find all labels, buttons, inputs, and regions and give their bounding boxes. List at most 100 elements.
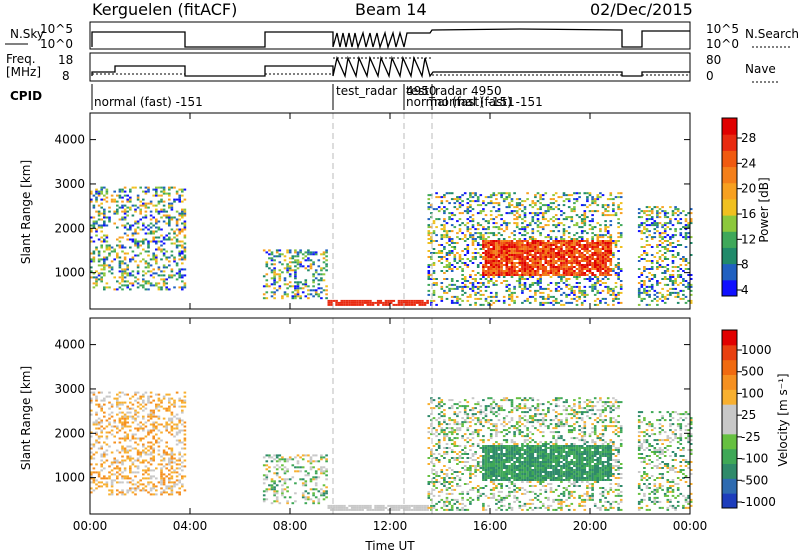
power-cell	[547, 246, 550, 248]
velocity-cell	[307, 474, 310, 477]
velocity-cell	[134, 393, 137, 396]
power-cell	[479, 238, 483, 240]
velocity-cell	[157, 409, 161, 412]
velocity-cell	[314, 488, 318, 491]
power-cell	[580, 240, 584, 242]
velocity-cell	[129, 411, 132, 414]
power-cell	[427, 283, 431, 286]
velocity-cell	[110, 491, 114, 494]
velocity-cell	[456, 483, 459, 485]
power-colorbar-swatch	[722, 134, 737, 151]
velocity-cell	[427, 492, 431, 495]
power-cell	[513, 244, 516, 246]
power-cell	[596, 198, 600, 201]
velocity-cell	[136, 437, 140, 440]
power-cell	[121, 244, 124, 247]
velocity-cell	[443, 437, 446, 440]
velocity-cell	[123, 417, 127, 420]
power-cell	[591, 272, 594, 274]
velocity-cell	[103, 441, 106, 444]
power-cell	[376, 303, 380, 306]
velocity-cell	[283, 488, 287, 491]
power-cell	[606, 214, 610, 217]
velocity-cell	[162, 459, 166, 462]
power-cell	[432, 291, 436, 294]
power-cell	[413, 303, 416, 306]
power-cell	[593, 226, 597, 229]
velocity-cell	[366, 508, 370, 511]
power-cell	[113, 288, 116, 291]
velocity-cell	[113, 457, 116, 460]
power-cell	[676, 220, 680, 223]
velocity-cell	[374, 506, 377, 509]
velocity-cell	[309, 460, 313, 463]
power-cell	[178, 276, 181, 279]
power-cell	[539, 301, 542, 304]
velocity-cell	[123, 423, 127, 426]
velocity-cell	[170, 475, 174, 478]
power-cell	[567, 216, 571, 219]
power-cell	[458, 260, 462, 262]
power-cell	[453, 242, 457, 244]
power-cell	[469, 192, 472, 195]
power-cell	[515, 242, 519, 244]
velocity-cell	[445, 498, 449, 501]
power-cell	[666, 293, 670, 296]
power-cell	[440, 297, 444, 300]
power-cell	[275, 273, 279, 276]
power-cell	[528, 250, 532, 252]
power-cell	[552, 220, 555, 223]
power-cell	[278, 275, 282, 278]
power-cell	[495, 274, 498, 276]
power-cell	[573, 291, 576, 294]
power-cell	[583, 258, 587, 260]
power-cell	[676, 222, 680, 225]
velocity-cell	[469, 475, 472, 477]
power-cell	[599, 291, 602, 294]
power-cell	[609, 262, 613, 264]
power-cell	[458, 303, 462, 306]
power-cell	[461, 258, 464, 260]
power-cell	[565, 268, 568, 270]
power-cell	[591, 266, 594, 268]
power-cell	[526, 274, 529, 276]
power-cell	[270, 295, 274, 298]
power-cell	[591, 268, 594, 270]
power-cell	[669, 218, 672, 221]
velocity-cell	[437, 481, 441, 483]
power-cell	[466, 198, 470, 201]
velocity-cell	[262, 478, 266, 481]
velocity-cell	[463, 465, 467, 467]
power-cell	[181, 288, 184, 291]
power-cell	[105, 258, 109, 261]
power-cell	[175, 246, 179, 249]
power-cell	[286, 263, 289, 266]
power-cell	[482, 200, 485, 203]
velocity-cell	[476, 465, 480, 467]
power-cell	[531, 218, 535, 221]
velocity-cell	[142, 417, 145, 420]
power-cell	[523, 238, 527, 240]
power-cell	[596, 266, 600, 268]
power-cell	[513, 214, 516, 217]
velocity-cell	[168, 481, 171, 484]
power-cell	[90, 190, 93, 193]
velocity-cell	[134, 413, 137, 416]
power-cell	[689, 299, 693, 302]
power-cell	[609, 214, 613, 217]
power-cell	[586, 258, 589, 260]
nsky-tick-bottom: 10^0	[40, 37, 73, 51]
power-cell	[273, 291, 276, 294]
power-cell	[500, 194, 503, 197]
velocity-cell	[142, 469, 145, 472]
power-cell	[487, 256, 490, 258]
power-cell	[518, 232, 522, 235]
velocity-cell	[142, 461, 145, 464]
velocity-cell	[482, 445, 485, 447]
velocity-cell	[294, 456, 297, 459]
power-cell	[103, 268, 106, 271]
power-cell	[510, 250, 514, 252]
power-cell	[469, 295, 472, 298]
velocity-cell	[456, 500, 459, 503]
power-cell	[536, 218, 540, 221]
